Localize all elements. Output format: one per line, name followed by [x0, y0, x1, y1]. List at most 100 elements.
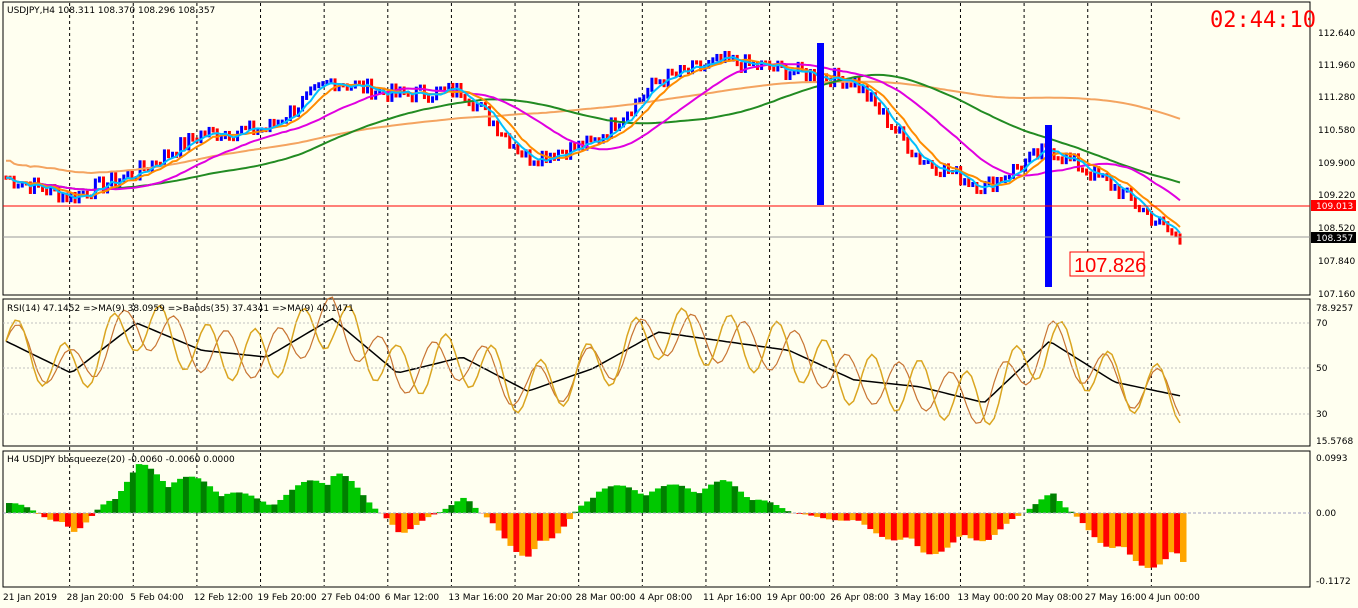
candle [808, 68, 812, 82]
candle [313, 84, 317, 91]
candle [869, 92, 873, 102]
candle [329, 78, 333, 84]
candle [61, 192, 65, 203]
squeeze-bar [554, 513, 562, 534]
squeeze-bar [442, 508, 450, 513]
candle [357, 80, 361, 85]
candle [1032, 148, 1036, 156]
candle [1068, 152, 1072, 162]
squeeze-bar [519, 513, 526, 556]
candle [926, 160, 930, 165]
squeeze-bar [1121, 513, 1128, 548]
candle [1166, 221, 1170, 233]
price-tick: 109.220 [1318, 191, 1355, 201]
squeeze-bar [896, 513, 904, 540]
squeeze-bar [590, 497, 597, 513]
squeeze-tick: 0.00 [1316, 509, 1336, 519]
candle [695, 60, 699, 65]
candle [678, 64, 682, 78]
candle [146, 167, 150, 173]
time-label: 13 May 00:00 [957, 593, 1019, 603]
squeeze-bar [932, 513, 939, 554]
price-tick: 112.640 [1318, 29, 1355, 39]
time-label: 5 Feb 04:00 [130, 593, 184, 603]
candle [561, 149, 565, 154]
time-label: 28 Mar 00:00 [576, 593, 636, 603]
time-label: 20 Mar 20:00 [512, 593, 572, 603]
squeeze-bar [584, 501, 591, 513]
candle [617, 123, 621, 132]
squeeze-bar [147, 468, 155, 513]
candle [138, 160, 142, 181]
candle [1170, 228, 1174, 236]
candle [199, 130, 203, 144]
candle [471, 102, 475, 112]
squeeze-bar [967, 513, 975, 539]
candle [500, 132, 504, 137]
candle [1024, 158, 1028, 172]
candle [491, 120, 495, 127]
candle [207, 126, 211, 138]
candle [930, 160, 934, 169]
squeeze-bar [1168, 513, 1175, 553]
price-label-box [1069, 251, 1145, 277]
ma-magenta [6, 62, 1181, 202]
candle [849, 79, 853, 88]
candle [406, 91, 410, 97]
candle [45, 187, 49, 196]
squeeze-bar [312, 480, 320, 513]
squeeze-bar [324, 484, 332, 513]
candle [475, 102, 479, 112]
candle [1076, 153, 1080, 172]
squeeze-bar [64, 513, 72, 527]
candle [187, 133, 191, 151]
candle [1097, 166, 1101, 178]
candle [719, 53, 723, 64]
candle [942, 163, 946, 178]
candle [41, 183, 45, 192]
squeeze-axis: 0.0993 0.00 -0.1172 [1316, 454, 1351, 587]
candle [1117, 184, 1121, 200]
candle [1016, 163, 1020, 170]
squeeze-bar [17, 504, 25, 513]
candle [276, 119, 280, 127]
price-axis: 112.640 111.960 111.280 110.580 109.900 … [1318, 29, 1355, 300]
candle [280, 119, 284, 124]
candle [106, 182, 110, 194]
squeeze-bar [418, 513, 426, 521]
candle [1011, 163, 1015, 179]
candle [321, 81, 325, 87]
candle [626, 111, 630, 122]
candle [646, 87, 650, 99]
time-axis: 21 Jan 2019 28 Jan 20:00 5 Feb 04:00 12 Feb… [3, 593, 1200, 603]
squeeze-bar [1026, 508, 1034, 513]
squeeze-bar [672, 484, 680, 513]
squeeze-bar [702, 488, 709, 513]
squeeze-bar [973, 513, 981, 541]
squeeze-bar [944, 513, 951, 548]
time-label: 26 Apr 08:00 [830, 593, 889, 603]
candle [1129, 187, 1133, 201]
candle [902, 126, 906, 141]
candle [634, 98, 638, 117]
candle [756, 60, 760, 70]
squeeze-bar [902, 513, 910, 538]
squeeze-bar [277, 499, 284, 513]
candle [69, 191, 73, 203]
candle [219, 135, 223, 141]
squeeze-bar [885, 513, 892, 540]
candle [845, 79, 849, 89]
time-label: 12 Feb 12:00 [194, 593, 253, 603]
candle [309, 86, 313, 96]
candle [894, 126, 898, 134]
candle [12, 175, 16, 189]
candle [800, 61, 804, 73]
squeeze-bar [666, 484, 674, 513]
squeeze-bar [153, 474, 160, 513]
candle [122, 174, 126, 183]
candle [439, 86, 443, 91]
candle [215, 128, 219, 141]
candle [191, 133, 195, 142]
candle [333, 78, 337, 92]
